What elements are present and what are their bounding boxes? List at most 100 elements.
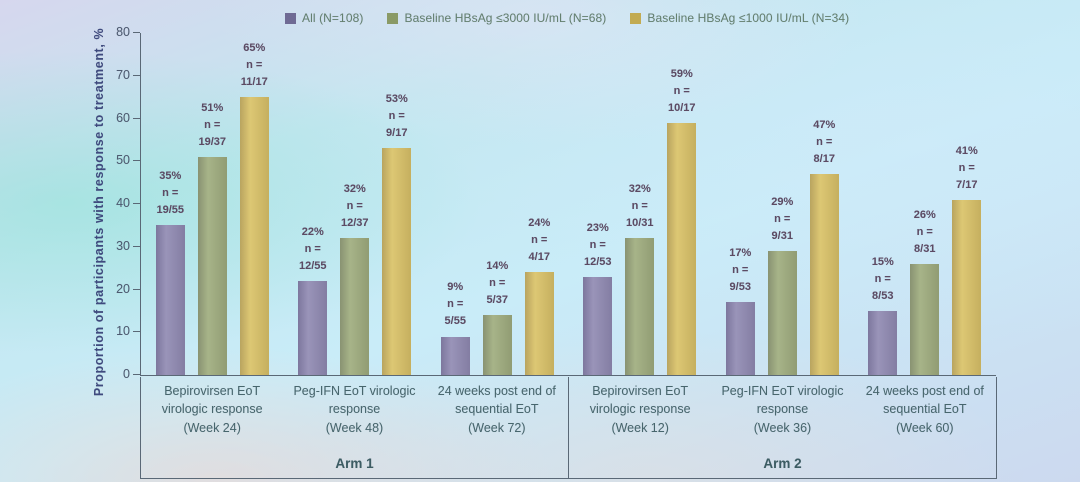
- bar-slot: 23% n = 12/53: [577, 33, 619, 375]
- bar-value-label: 24% n = 4/17: [513, 215, 565, 266]
- category-text: Bepirovirsen EoT virologic response: [589, 383, 691, 417]
- bar-n-value-label: 19/37: [198, 135, 227, 148]
- bar-slot: 65% n = 11/17: [233, 33, 275, 375]
- bar-n-eq-label: n =: [246, 59, 263, 72]
- bar-pct-label: 26%: [913, 208, 936, 221]
- bar-slot: 15% n = 8/53: [862, 33, 904, 375]
- bar-pct-label: 32%: [343, 183, 366, 196]
- bar-n-value-label: 9/53: [729, 281, 751, 294]
- bar-slot: 22% n = 12/55: [292, 33, 334, 375]
- bar-pct-label: 24%: [528, 217, 551, 230]
- bar-n-value-label: 10/17: [667, 101, 696, 114]
- bar-n-value-label: 12/53: [583, 255, 612, 268]
- category-week: (Week 12): [611, 421, 669, 435]
- bar-value-label: 59% n = 10/17: [656, 66, 708, 117]
- y-axis-tick-label: 70: [116, 67, 130, 82]
- bar-value-label: 41% n = 7/17: [941, 143, 993, 194]
- bar-n-eq-label: n =: [388, 110, 405, 123]
- bar-all: [583, 276, 613, 375]
- category-text: Peg-IFN EoT virologic response: [721, 383, 844, 417]
- bar-pct-label: 35%: [159, 170, 182, 183]
- bar-value-label: 65% n = 11/17: [228, 40, 280, 91]
- category-row: Bepirovirsen EoT virologic response (Week…: [141, 377, 568, 456]
- bar-n-eq-label: n =: [673, 84, 690, 97]
- bar-n-eq-label: n =: [916, 225, 933, 238]
- bar-pct-label: 9%: [447, 281, 464, 294]
- bar-value-label: 29% n = 9/31: [756, 194, 808, 245]
- bar-hbsag_3000: [767, 251, 797, 375]
- bar-all: [725, 302, 755, 375]
- bar-n-eq-label: n =: [489, 277, 506, 290]
- arm-half: 35% n = 19/55 51% n = 19/37 65% n = 11/17 22% n = 1…: [141, 33, 569, 375]
- bar-pct-label: 53%: [385, 93, 408, 106]
- y-axis-tick: [133, 74, 140, 76]
- bar-value-label: 14% n = 5/37: [471, 258, 523, 309]
- y-axis-tick-label: 60: [116, 110, 130, 125]
- category-text: 24 weeks post end of sequential EoT: [865, 383, 984, 417]
- bar-hbsag_1000: [667, 122, 697, 375]
- bar-n-value-label: 9/17: [386, 127, 408, 140]
- bar-n-eq-label: n =: [204, 118, 221, 131]
- bar-slot: 24% n = 4/17: [518, 33, 560, 375]
- bar-pct-label: 59%: [670, 67, 693, 80]
- category-week: (Week 48): [325, 421, 384, 435]
- category-label: 24 weeks post end of sequential EoT (Week…: [854, 377, 996, 456]
- y-axis-tick: [133, 331, 140, 333]
- bar-value-label: 32% n = 10/31: [614, 181, 666, 232]
- legend-label: All (N=108): [302, 11, 364, 25]
- bar-group: 17% n = 9/53 29% n = 9/31 47% n = 8/17: [719, 33, 845, 375]
- y-axis-tick-label: 30: [116, 238, 130, 253]
- category-week: (Week 72): [468, 421, 526, 435]
- bar-slot: 17% n = 9/53: [719, 33, 761, 375]
- bar-n-value-label: 5/55: [444, 315, 466, 328]
- bar-value-label: 22% n = 12/55: [287, 224, 339, 275]
- y-axis-label: Proportion of participants with response…: [92, 27, 106, 397]
- bar-n-value-label: 11/17: [240, 76, 268, 89]
- bar-hbsag_1000: [524, 272, 554, 375]
- bar-group: 35% n = 19/55 51% n = 19/37 65% n = 11/17: [149, 33, 275, 375]
- bar-hbsag_3000: [197, 156, 227, 375]
- bar-n-value-label: 8/31: [914, 242, 936, 255]
- bar-pct-label: 41%: [955, 144, 978, 157]
- bar-n-value-label: 19/55: [156, 204, 185, 217]
- y-axis-tick-label: 50: [116, 153, 130, 168]
- y-axis-tick: [133, 203, 140, 204]
- bar-slot: 51% n = 19/37: [191, 33, 233, 375]
- category-label: Bepirovirsen EoT virologic response (Week…: [569, 377, 711, 456]
- category-text: Peg-IFN EoT virologic response: [293, 383, 416, 417]
- bar-value-label: 47% n = 8/17: [798, 117, 850, 168]
- y-axis-tick: [133, 32, 140, 33]
- category-week: (Week 24): [183, 421, 241, 435]
- bar-pct-label: 14%: [486, 260, 509, 273]
- legend-label: Baseline HBsAg ≤1000 IU/mL (N=34): [647, 11, 850, 25]
- bar-value-label: 15% n = 8/53: [857, 254, 909, 305]
- bar-hbsag_1000: [952, 199, 982, 375]
- y-axis-tick-label: 0: [123, 367, 130, 381]
- bar-pct-label: 65%: [243, 41, 266, 54]
- bar-slot: 53% n = 9/17: [376, 33, 418, 375]
- bar-hbsag_3000: [340, 238, 370, 375]
- category-axis: Bepirovirsen EoT virologic response (Week…: [140, 376, 997, 479]
- bar-slot: 35% n = 19/55: [149, 33, 191, 375]
- legend-swatch-hbsag_3000: [387, 12, 399, 24]
- arm-label: Arm 2: [763, 455, 802, 471]
- bar-pct-label: 47%: [813, 118, 836, 131]
- category-text: Bepirovirsen EoT virologic response: [161, 383, 263, 417]
- bar-all: [298, 280, 328, 375]
- legend-swatch-hbsag_1000: [630, 12, 642, 24]
- bar-slot: 14% n = 5/37: [476, 33, 518, 375]
- y-axis-tick: [133, 245, 140, 247]
- y-axis-tick-label: 20: [116, 281, 130, 296]
- arm-label: Arm 1: [335, 455, 374, 471]
- bar-slot: 9% n = 5/55: [434, 33, 476, 375]
- bar-n-eq-label: n =: [631, 200, 648, 213]
- bar-n-value-label: 9/31: [771, 229, 793, 242]
- bar-slot: 32% n = 12/37: [334, 33, 376, 375]
- bar-hbsag_3000: [482, 315, 512, 375]
- arm-section: Bepirovirsen EoT virologic response (Week…: [141, 377, 568, 478]
- chart-legend: All (N=108) Baseline HBsAg ≤3000 IU/mL (N…: [285, 11, 849, 25]
- bar-all: [155, 225, 185, 375]
- bar-hbsag_3000: [910, 263, 940, 375]
